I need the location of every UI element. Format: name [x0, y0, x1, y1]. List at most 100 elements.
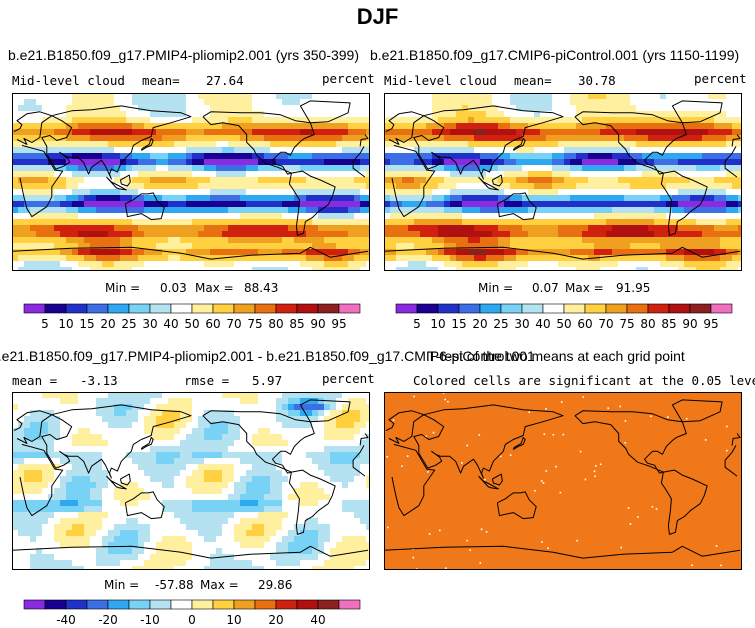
colorbar-box — [338, 599, 361, 610]
colorbar-tick-label: 90 — [682, 317, 697, 331]
colorbar-box — [86, 303, 109, 314]
colorbar-box — [23, 303, 46, 314]
colorbar-tick-label: 80 — [268, 317, 283, 331]
colorbar-tick-label: 75 — [619, 317, 634, 331]
colorbar-box — [338, 303, 361, 314]
colorbar-box — [191, 599, 214, 610]
panel-3-title: b.e21.B1850.f09_g17.PMIP4-pliomip2.001 -… — [0, 348, 535, 364]
colorbar-tick-label: 0 — [188, 613, 196, 627]
panel-2-max-value: 91.95 — [616, 281, 651, 295]
colorbar-tick-label: 5 — [413, 317, 421, 331]
figure-title: DJF — [356, 4, 399, 29]
colorbar-tick-label: 10 — [58, 317, 73, 331]
colorbar-box — [170, 303, 193, 314]
colorbar-box — [626, 303, 649, 314]
colorbar-box — [107, 303, 130, 314]
colorbar-tick-label: 25 — [493, 317, 508, 331]
colorbar-tick-label: 25 — [121, 317, 136, 331]
colorbar-tick-label: 15 — [79, 317, 94, 331]
colorbar-box — [233, 303, 256, 314]
colorbar-box — [65, 303, 88, 314]
panel-1-min-label: Min = — [105, 281, 141, 295]
colorbar-box — [86, 599, 109, 610]
colorbar-box — [395, 303, 418, 314]
panel-3-units: percent — [322, 371, 375, 386]
colorbar-box — [668, 303, 691, 314]
colorbar-box — [542, 303, 565, 314]
colorbar-tick-label: -40 — [56, 613, 76, 627]
panel-1-map — [12, 93, 370, 271]
colorbar-box — [647, 303, 670, 314]
colorbar-box — [317, 303, 340, 314]
colorbar-box — [605, 303, 628, 314]
colorbar-tick-label: 80 — [640, 317, 655, 331]
colorbar-box — [44, 599, 67, 610]
panel-2-mean-label: mean= — [514, 73, 552, 88]
colorbar-box — [149, 303, 172, 314]
colorbar-box — [275, 599, 298, 610]
panel-2-variable-label: Mid-level cloud — [384, 73, 497, 88]
colorbar-tick-label: 50 — [184, 317, 199, 331]
panel-2-mean-value: 30.78 — [578, 73, 616, 88]
colorbar-box — [170, 599, 193, 610]
colorbar-tick-label: -10 — [140, 613, 160, 627]
panel-1-min-value: 0.03 — [160, 281, 187, 295]
colorbar-box — [479, 303, 502, 314]
colorbar-tick-label: 70 — [598, 317, 613, 331]
colorbar-tick-label: 85 — [289, 317, 304, 331]
colorbar-box — [128, 599, 151, 610]
colorbar-tick-label: 20 — [268, 613, 283, 627]
panel-3-map — [12, 392, 370, 570]
colorbar-box — [149, 599, 172, 610]
panel-2-colorbar: 5 10 15 20 25 30 40 50 60 70 75 80 85 90 95 — [395, 303, 733, 331]
panel-1-mean-label: mean= — [142, 73, 180, 88]
colorbar-box — [233, 599, 256, 610]
colorbar-tick-label: 15 — [451, 317, 466, 331]
colorbar-box — [563, 303, 586, 314]
colorbar-tick-label: 40 — [310, 613, 325, 627]
colorbar-box — [44, 303, 67, 314]
panel-3-colorbar: -40 -20 -10 0 10 20 40 — [23, 599, 361, 627]
colorbar-box — [107, 599, 130, 610]
panel-3-rmse-label: rmse = — [184, 373, 230, 388]
panel-4-map — [384, 392, 742, 570]
panel-3-max-value: 29.86 — [258, 578, 293, 592]
colorbar-box — [254, 303, 277, 314]
colorbar-tick-label: 40 — [535, 317, 550, 331]
colorbar-tick-label: 60 — [577, 317, 592, 331]
colorbar-tick-label: 20 — [100, 317, 115, 331]
colorbar-tick-label: 5 — [41, 317, 49, 331]
colorbar-tick-label: 60 — [205, 317, 220, 331]
panel-1-mean-value: 27.64 — [206, 73, 244, 88]
panel-1-max-label: Max = — [195, 281, 234, 295]
panel-1-title: b.e21.B1850.f09_g17.PMIP4-pliomip2.001 (… — [8, 47, 359, 63]
panel-3-mean-value: -3.13 — [80, 373, 118, 388]
colorbar-box — [23, 599, 46, 610]
colorbar-box — [254, 599, 277, 610]
panel-3-mean-label: mean = — [12, 373, 58, 388]
colorbar-box — [689, 303, 712, 314]
colorbar-tick-label: 50 — [556, 317, 571, 331]
panel-1-colorbar: 5 10 15 20 25 30 40 50 60 70 75 80 85 90 95 — [23, 303, 361, 331]
colorbar-tick-label: 75 — [247, 317, 262, 331]
panel-2-units: percent — [694, 71, 747, 86]
panel-2-min-label: Min = — [478, 281, 514, 295]
colorbar-box — [437, 303, 460, 314]
panel-2-min-value: 0.07 — [532, 281, 559, 295]
colorbar-tick-label: 70 — [226, 317, 241, 331]
panel-1-max-value: 88.43 — [244, 281, 279, 295]
colorbar-tick-label: 30 — [514, 317, 529, 331]
colorbar-tick-label: 95 — [331, 317, 346, 331]
panel-1-variable-label: Mid-level cloud — [12, 73, 125, 88]
colorbar-tick-label: 95 — [703, 317, 718, 331]
colorbar-box — [317, 599, 340, 610]
panel-1-units: percent — [322, 71, 375, 86]
colorbar-box — [584, 303, 607, 314]
colorbar-box — [191, 303, 214, 314]
panel-4-subtitle: Colored cells are significant at the 0.0… — [413, 373, 755, 388]
colorbar-tick-label: 10 — [226, 613, 241, 627]
colorbar-box — [212, 303, 235, 314]
panel-2-title: b.e21.B1850.f09_g17.CMIP6-piControl.001 … — [370, 47, 740, 63]
colorbar-tick-label: 20 — [472, 317, 487, 331]
colorbar-tick-label: 90 — [310, 317, 325, 331]
